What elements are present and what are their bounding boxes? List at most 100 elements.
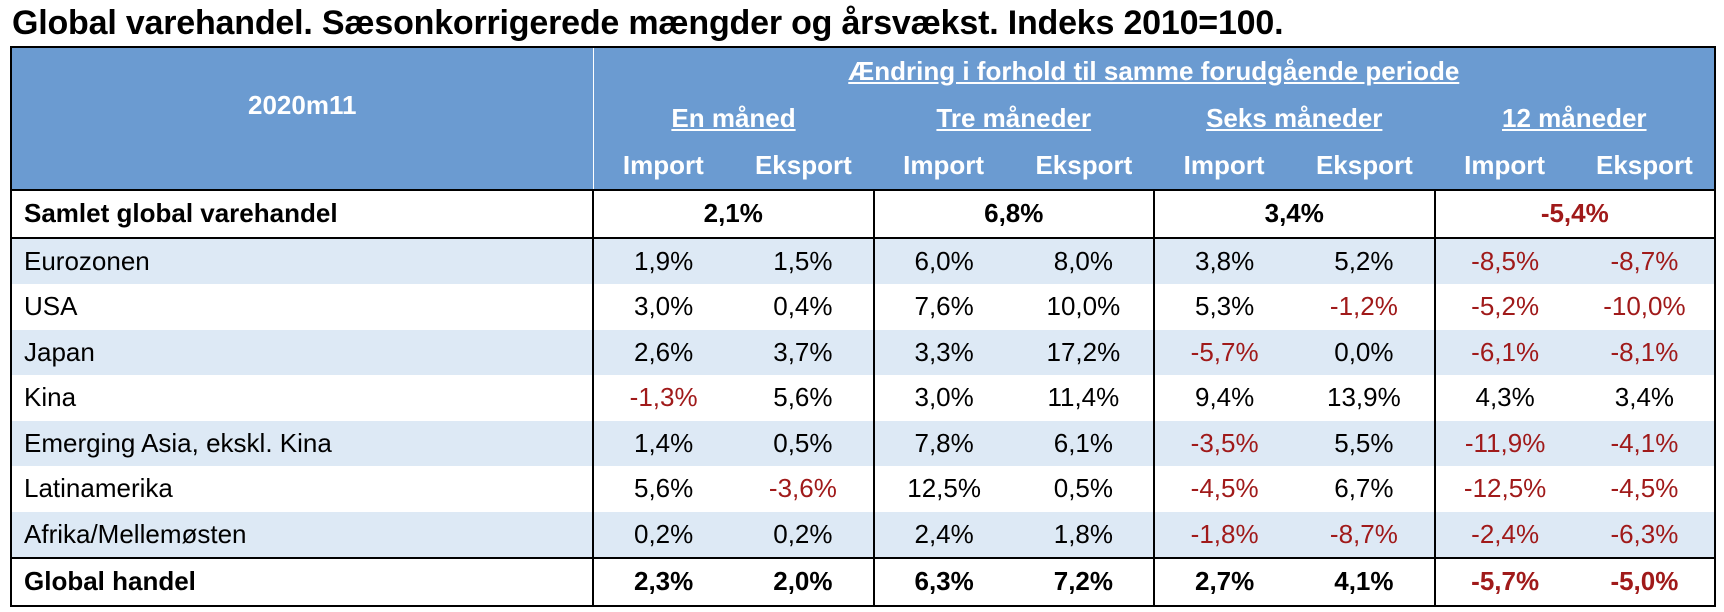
value-cell: 6,3% <box>873 557 1014 607</box>
value-cell: 5,3% <box>1194 291 1255 322</box>
value-cell: 13,9% <box>1294 375 1436 421</box>
value-cell: -1,8% <box>1154 511 1295 558</box>
value-cell: -5,2% <box>1471 291 1540 322</box>
value-cell: 6,0% <box>873 237 1014 284</box>
value-cell: 0,2% <box>593 511 734 558</box>
row-label: Kina <box>10 375 594 421</box>
value-cell: 5,5% <box>1294 420 1436 466</box>
value-cell: 6,8% <box>873 189 1155 239</box>
value-cell: -8,1% <box>1574 329 1717 375</box>
col-header-export: Eksport <box>1294 142 1435 190</box>
col-header-import: Import <box>1434 142 1575 190</box>
row-label: Samlet global varehandel <box>10 189 594 239</box>
row-label: Global handel <box>10 557 594 607</box>
value-cell: 7,2% <box>1013 557 1156 607</box>
value-cell: 2,0% <box>733 557 875 607</box>
value-cell: 3,7% <box>733 329 875 375</box>
value-cell: 7,6% <box>914 291 974 322</box>
value-cell: 2,6% <box>593 329 734 375</box>
value-cell: 5,6% <box>733 375 875 421</box>
row-label: Japan <box>10 329 594 375</box>
col-header-import: Import <box>593 142 734 190</box>
period-header-1m: En måned <box>593 94 874 142</box>
value-cell: 2,1% <box>593 189 875 239</box>
value-cell: 2,3% <box>593 557 734 607</box>
col-header-import: Import <box>1154 142 1295 190</box>
value-cell: 3,4% <box>1154 189 1436 239</box>
value-cell: 4,3% <box>1475 382 1535 413</box>
value-cell: -11,9% <box>1434 420 1575 466</box>
value-cell: -6,3% <box>1574 511 1717 558</box>
value-cell: 0,2% <box>733 511 875 558</box>
value-cell: 10,0% <box>1013 284 1156 330</box>
value-cell: 7,8% <box>873 420 1014 466</box>
row-label: Afrika/Mellemøsten <box>10 511 594 558</box>
col-header-export: Eksport <box>1013 142 1154 190</box>
value-cell: 1,5% <box>733 237 875 284</box>
row-label: Latinamerika <box>10 466 594 512</box>
value-cell: 1,9% <box>593 237 734 284</box>
value-cell: -10,0% <box>1574 284 1717 330</box>
value-cell: 3,0% <box>914 382 974 413</box>
period-header-12m: 12 måneder <box>1434 94 1717 142</box>
period-corner-label: 2020m11 <box>10 46 594 190</box>
value-cell: 0,0% <box>1294 329 1436 375</box>
table-row: Eurozonen 1,9% 1,5% 6,0% 8,0% 3,8% 5,2% … <box>10 237 1717 284</box>
period-header-6m: Seks måneder <box>1154 94 1435 142</box>
value-cell: -12,5% <box>1463 473 1547 504</box>
value-cell: 0,5% <box>1013 466 1156 512</box>
period-header-3m: Tre måneder <box>873 94 1154 142</box>
value-cell: 1,8% <box>1013 511 1156 558</box>
value-cell: 3,4% <box>1574 375 1717 421</box>
value-cell: 6,1% <box>1013 420 1156 466</box>
value-cell: -3,6% <box>733 466 875 512</box>
value-cell: -4,5% <box>1574 466 1717 512</box>
value-cell: -4,5% <box>1190 473 1259 504</box>
table-row: Japan 2,6% 3,7% 3,3% 17,2% -5,7% 0,0% -6… <box>10 329 1717 375</box>
value-cell: 3,3% <box>873 329 1014 375</box>
value-cell: 0,4% <box>733 284 875 330</box>
value-cell: 17,2% <box>1013 329 1156 375</box>
value-cell: -3,5% <box>1154 420 1295 466</box>
value-cell: 8,0% <box>1013 237 1156 284</box>
value-cell: -5,7% <box>1154 329 1295 375</box>
value-cell: -1,3% <box>629 382 698 413</box>
value-cell: 6,7% <box>1294 466 1436 512</box>
row-label: USA <box>10 284 594 330</box>
value-cell: -8,5% <box>1434 237 1575 284</box>
value-cell: -5,4% <box>1434 189 1717 239</box>
value-cell: 0,5% <box>733 420 875 466</box>
value-cell: -6,1% <box>1434 329 1575 375</box>
value-cell: -5,0% <box>1574 557 1717 607</box>
value-cell: -2,4% <box>1434 511 1575 558</box>
value-cell: 5,2% <box>1294 237 1436 284</box>
value-cell: 1,4% <box>593 420 734 466</box>
table-row: Emerging Asia, ekskl. Kina 1,4% 0,5% 7,8… <box>10 420 1717 466</box>
value-cell: 3,0% <box>633 291 694 322</box>
value-cell: -8,7% <box>1294 511 1436 558</box>
value-cell: -4,1% <box>1574 420 1717 466</box>
col-header-import: Import <box>873 142 1014 190</box>
total-row: Samlet global varehandel 2,1% 6,8% 3,4% … <box>10 189 1717 239</box>
value-cell: 4,1% <box>1294 557 1436 607</box>
value-cell: -1,2% <box>1294 284 1436 330</box>
table-row: Latinamerika 5,6% -3,6% 12,5% 0,5% -4,5%… <box>10 466 1717 512</box>
value-cell: 5,6% <box>633 473 694 504</box>
table-row: Kina -1,3% 5,6% 3,0% 11,4% 9,4% 13,9% 4,… <box>10 375 1717 421</box>
value-cell: -8,7% <box>1574 237 1717 284</box>
change-span-header: Ændring i forhold til samme forudgående … <box>593 46 1717 94</box>
value-cell: 2,7% <box>1154 557 1295 607</box>
value-cell: -5,7% <box>1434 557 1575 607</box>
table-row: USA 3,0% 0,4% 7,6% 10,0% 5,3% -1,2% -5,2… <box>10 284 1717 330</box>
trade-table: 2020m11 Ændring i forhold til samme foru… <box>10 46 1717 607</box>
table-row: Afrika/Mellemøsten 0,2% 0,2% 2,4% 1,8% -… <box>10 511 1717 558</box>
row-label: Emerging Asia, ekskl. Kina <box>10 420 594 466</box>
global-total-row: Global handel 2,3% 2,0% 6,3% 7,2% 2,7% 4… <box>10 557 1717 607</box>
value-cell: 2,4% <box>873 511 1014 558</box>
value-cell: 11,4% <box>1013 375 1156 421</box>
value-cell: 12,5% <box>907 473 981 504</box>
row-label: Eurozonen <box>10 237 594 284</box>
col-header-export: Eksport <box>1574 142 1717 190</box>
col-header-export: Eksport <box>733 142 874 190</box>
page-title: Global varehandel. Sæsonkorrigerede mæng… <box>12 4 1284 42</box>
